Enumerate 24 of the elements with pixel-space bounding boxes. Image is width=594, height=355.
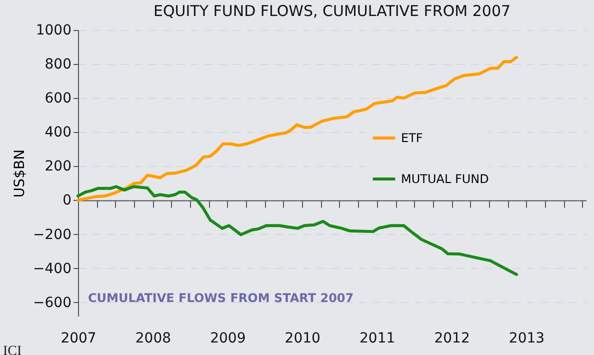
line-series xyxy=(76,185,518,276)
y-tick-label: 800 xyxy=(44,56,72,73)
x-tick-label: 2010 xyxy=(284,330,320,346)
x-tick-label: 2011 xyxy=(360,330,396,346)
y-tick-label: 0 xyxy=(62,192,72,209)
chart-title: EQUITY FUND FLOWS, CUMULATIVE FROM 2007 xyxy=(153,2,511,20)
line-series xyxy=(76,56,518,202)
x-tick-label: 2009 xyxy=(210,330,246,346)
legend-label: MUTUAL FUND xyxy=(401,172,489,186)
y-tick-label: −200 xyxy=(33,226,72,243)
y-tick-label: 400 xyxy=(44,124,72,141)
y-tick-label: 1000 xyxy=(36,22,72,38)
y-tick-label: −600 xyxy=(33,294,72,311)
text: ICI xyxy=(3,344,22,355)
y-tick-label: 200 xyxy=(44,158,72,175)
x-tick-label: 2008 xyxy=(135,330,172,346)
x-tick-label: 2012 xyxy=(434,330,470,346)
y-tick-label: 600 xyxy=(44,90,72,107)
y-axis-title: US$BN xyxy=(12,149,28,198)
annotation: CUMULATIVE FLOWS FROM START 2007 xyxy=(88,291,354,305)
x-tick-label: 2007 xyxy=(60,330,96,346)
y-tick-label: −400 xyxy=(33,260,72,277)
legend-label: ETF xyxy=(401,131,423,145)
x-tick-label: 2013 xyxy=(508,330,545,346)
